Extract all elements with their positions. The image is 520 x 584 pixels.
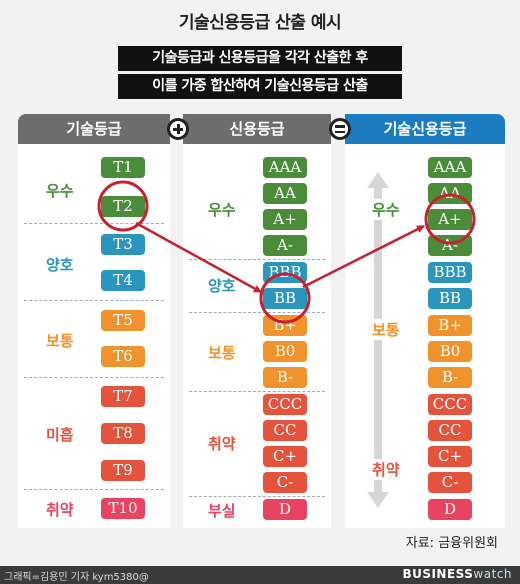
combined-scale-label-excellent: 우수 bbox=[372, 199, 400, 220]
credit-grade-badge: AA bbox=[263, 183, 307, 204]
combined-grade-badge: D bbox=[428, 499, 472, 520]
brand-logo-main: BUSINESS bbox=[402, 567, 474, 581]
combined-grade-header: 기술신용등급 bbox=[345, 114, 505, 144]
credit-grade-badge: AAA bbox=[263, 157, 307, 178]
tech-grade-badge: T7 bbox=[101, 386, 145, 407]
credit-grade-badge: A- bbox=[263, 235, 307, 256]
combined-grade-badge: AAA bbox=[428, 157, 472, 178]
tech-grade-badge: T1 bbox=[101, 157, 145, 178]
tech-grade-badge: T8 bbox=[101, 423, 145, 444]
combined-grade-badge: CCC bbox=[428, 394, 472, 415]
highlight-circle-a-plus bbox=[424, 193, 476, 245]
combined-grade-panel bbox=[345, 144, 505, 528]
tech-grade-badge: T10 bbox=[101, 498, 145, 519]
combined-grade-badge: B0 bbox=[428, 341, 472, 362]
tech-group-label-weak: 취약 bbox=[46, 501, 74, 519]
plus-icon bbox=[167, 118, 189, 140]
footer-bar: 그래픽=김용민 기자 kym5380@ BUSINESSwatch bbox=[0, 566, 520, 584]
credit-group-label-excellent: 우수 bbox=[208, 201, 236, 219]
combined-scale-label-weak: 취약 bbox=[372, 459, 400, 480]
combined-grade-badge: B+ bbox=[428, 315, 472, 336]
combined-scale-label-average: 보통 bbox=[372, 319, 400, 340]
credit-grade-header: 신용등급 bbox=[183, 114, 331, 144]
tech-group-label-average: 보통 bbox=[46, 332, 74, 350]
tech-group-label-excellent: 우수 bbox=[46, 182, 74, 200]
combined-grade-badge: BB bbox=[428, 288, 472, 309]
credit-group-label-good: 양호 bbox=[208, 277, 236, 295]
divider bbox=[24, 377, 164, 378]
divider bbox=[189, 496, 325, 497]
equals-icon bbox=[329, 118, 351, 140]
combined-grade-badge: BBB bbox=[428, 262, 472, 283]
subtitle-line-2: 이를 가중 합산하여 기술신용등급 산출 bbox=[118, 74, 402, 99]
divider bbox=[24, 300, 164, 301]
credit-grade-badge: C+ bbox=[263, 446, 307, 467]
divider bbox=[24, 489, 164, 490]
tech-grade-badge: T5 bbox=[101, 310, 145, 331]
divider bbox=[189, 391, 325, 392]
highlight-circle-t2 bbox=[97, 180, 149, 232]
brand-logo: BUSINESSwatch bbox=[402, 567, 512, 581]
divider bbox=[189, 259, 325, 260]
tech-grade-badge: T9 bbox=[101, 460, 145, 481]
credit-grade-badge: D bbox=[263, 499, 307, 520]
subtitle-line-1: 기술등급과 신용등급을 각각 산출한 후 bbox=[118, 46, 402, 71]
credit-grade-badge: B- bbox=[263, 367, 307, 388]
tech-grade-badge-highlighted: T2 bbox=[101, 196, 145, 217]
credit-grade-badge: C- bbox=[263, 472, 307, 493]
combined-grade-badge: C+ bbox=[428, 446, 472, 467]
combined-grade-badge: CC bbox=[428, 420, 472, 441]
tech-grade-header: 기술등급 bbox=[18, 114, 170, 144]
arrow-line-1 bbox=[135, 221, 262, 294]
combined-grade-badge: B- bbox=[428, 367, 472, 388]
graphic-credit: 그래픽=김용민 기자 kym5380@ bbox=[4, 572, 149, 583]
tech-grade-badge: T3 bbox=[101, 234, 145, 255]
credit-grade-badge: CC bbox=[263, 420, 307, 441]
credit-group-label-default: 부실 bbox=[208, 502, 236, 520]
tech-grade-badge: T4 bbox=[101, 270, 145, 291]
brand-logo-accent: watch bbox=[473, 567, 512, 581]
divider bbox=[189, 312, 325, 313]
tech-group-label-good: 양호 bbox=[46, 256, 74, 274]
tech-group-label-poor: 미흡 bbox=[46, 426, 74, 444]
combined-grade-badge-highlighted: A+ bbox=[428, 209, 472, 230]
page-title: 기술신용등급 산출 예시 bbox=[178, 13, 342, 33]
source-note: 자료: 금융위원회 bbox=[405, 536, 498, 551]
combined-grade-badge: C- bbox=[428, 472, 472, 493]
credit-grade-badge: A+ bbox=[263, 209, 307, 230]
credit-group-label-weak: 취약 bbox=[208, 435, 236, 453]
arrow-line-2 bbox=[302, 224, 425, 289]
divider bbox=[24, 223, 164, 224]
credit-group-label-average: 보통 bbox=[208, 344, 236, 362]
credit-grade-badge-highlighted: BB bbox=[263, 288, 307, 309]
credit-grade-badge: CCC bbox=[263, 394, 307, 415]
highlight-circle-bb bbox=[259, 272, 311, 324]
tech-grade-badge: T6 bbox=[101, 346, 145, 367]
credit-grade-badge: B0 bbox=[263, 341, 307, 362]
scale-arrow-icon bbox=[367, 172, 389, 508]
